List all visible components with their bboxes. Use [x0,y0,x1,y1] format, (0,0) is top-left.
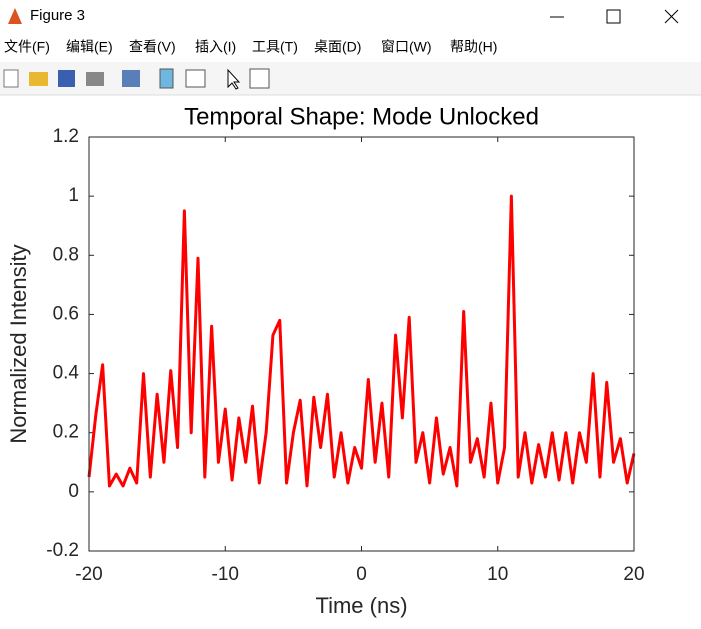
y-tick-label: 1.2 [53,126,79,147]
y-tick-label: 0.8 [53,244,79,265]
axes-background [89,137,634,551]
x-tick-label: 20 [623,564,644,585]
x-tick-label: -20 [75,564,102,585]
menu-item[interactable]: 帮助(H) [450,39,497,55]
y-tick-label: 0.2 [53,422,79,443]
x-tick-label: 10 [487,564,508,585]
y-tick-label: -0.2 [46,540,79,561]
axes-box [88,136,635,552]
pointer-icon[interactable] [227,68,241,90]
open-icon[interactable] [29,72,48,86]
x-tick-label: 0 [356,564,367,585]
y-tick-label: 0.4 [53,363,80,384]
new-icon[interactable] [3,69,19,88]
y-tick-label: 0 [68,481,79,502]
menu-item[interactable]: 编辑(E) [66,39,113,55]
property-icon[interactable] [249,68,270,89]
y-tick-label: 0.6 [53,303,79,324]
window-title: Figure 3 [30,7,85,24]
link-icon[interactable] [122,70,140,87]
save-icon[interactable] [58,70,75,87]
menu-item[interactable]: 桌面(D) [314,39,361,55]
menu-item[interactable]: 插入(I) [195,39,236,55]
y-axis-label: Normalized Intensity [6,244,31,443]
menu-bar [0,33,701,62]
chart-title: Temporal Shape: Mode Unlocked [184,103,539,130]
y-tick-label: 1 [68,185,79,206]
x-axis-label: Time (ns) [315,593,407,618]
maximize-button[interactable] [606,9,621,24]
menu-item[interactable]: 工具(T) [252,39,298,55]
chart: Temporal Shape: Mode Unlocked Time (ns) No… [6,103,645,617]
menu-item[interactable]: 文件(F) [4,39,50,55]
app-icon [8,8,22,24]
print-icon[interactable] [86,72,104,86]
data-line [87,194,636,488]
x-tick-label: -10 [212,564,239,585]
menu-item[interactable]: 查看(V) [129,39,176,55]
menu-item[interactable]: 窗口(W) [381,39,432,55]
title-bar [0,0,701,33]
toolbar [0,62,701,95]
close-button[interactable] [664,9,679,24]
legend-icon[interactable] [185,69,206,88]
colorbar-icon[interactable] [159,68,174,89]
menu: 文件(F) 编辑(E) 查看(V) 插入(I) 工具(T) 桌面(D) 窗口(W) 帮助(H) [4,39,497,55]
